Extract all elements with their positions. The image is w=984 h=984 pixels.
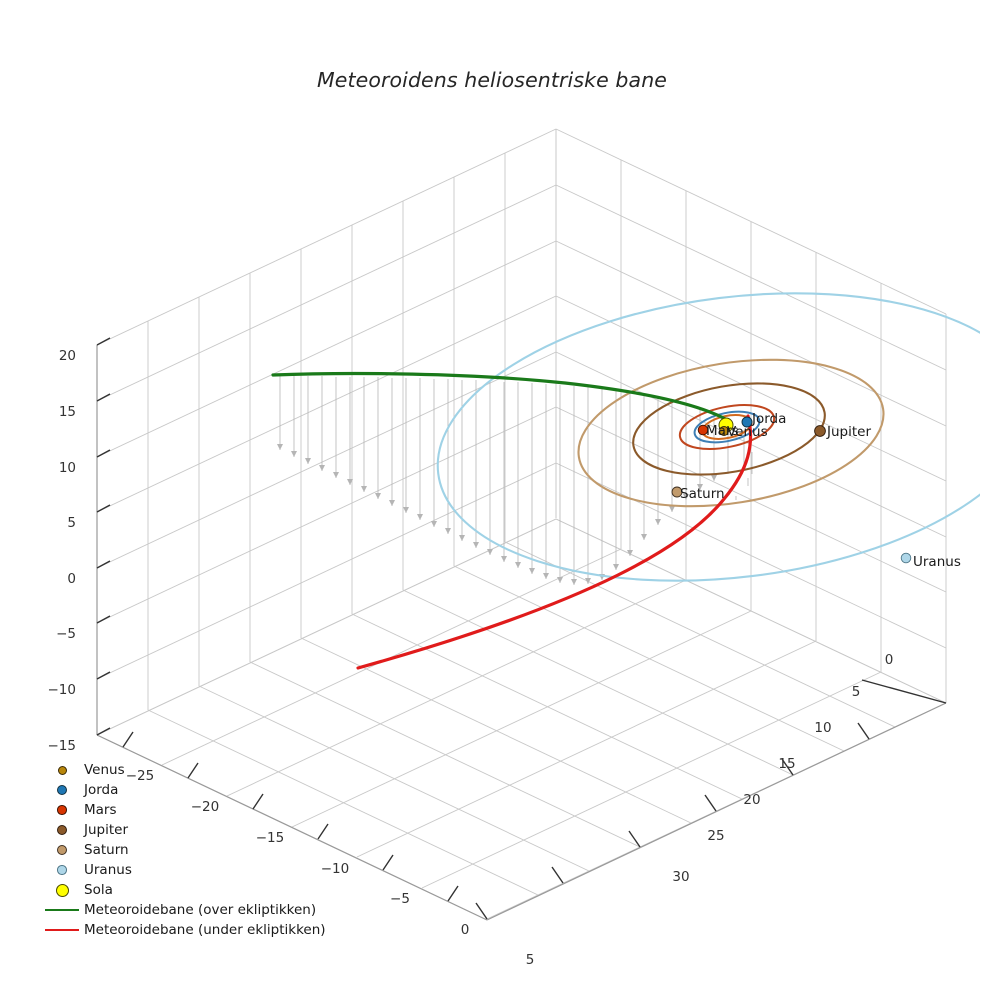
- orbit-jorda: [693, 410, 761, 444]
- page-title: Meteoroidens heliosentriske bane: [316, 68, 668, 92]
- orbit-jupiter: [632, 382, 826, 476]
- x-axis-ticks: −25 −20 −15 −10 −5 0 5: [122, 731, 535, 968]
- legend-item-sola[interactable]: Sola: [40, 880, 370, 900]
- y-axis-ticks: 0 5 10 15 20 25 30: [475, 652, 947, 920]
- y-tick-label-5: 25: [707, 828, 724, 844]
- wall-grid-right: [555, 128, 947, 704]
- annotation-label-mars: Mars: [706, 423, 739, 439]
- z-tick-label-2: 10: [59, 460, 76, 476]
- legend-line-above-ecliptic: [40, 900, 84, 920]
- legend-label-path-above: Meteoroidebane (over ekliptikken): [84, 902, 317, 918]
- body-venus[interactable]: [719, 426, 729, 436]
- legend-item-jupiter[interactable]: Jupiter: [40, 820, 370, 840]
- legend-item-uranus[interactable]: Uranus: [40, 860, 370, 880]
- legend-label-saturn: Saturn: [84, 842, 129, 858]
- legend-label-jorda: Jorda: [84, 782, 119, 798]
- y-axis-spine: [486, 702, 947, 921]
- meteoroid-path-below-ecliptic: [356, 414, 753, 670]
- body-jorda[interactable]: [741, 416, 753, 428]
- legend-label-path-below: Meteoroidebane (under ekliptikken): [84, 922, 326, 938]
- legend-marker-saturn: [40, 840, 84, 860]
- legend-label-sola: Sola: [84, 882, 113, 898]
- legend-item-path-below[interactable]: Meteoroidebane (under ekliptikken): [40, 920, 370, 940]
- body-uranus[interactable]: [900, 552, 912, 564]
- orbit-saturn: [577, 358, 885, 508]
- legend-marker-uranus: [40, 860, 84, 880]
- y-tick-label-2: 10: [814, 720, 831, 736]
- orbit-uranus: [436, 292, 980, 582]
- legend-item-mars[interactable]: Mars: [40, 800, 370, 820]
- orbit-mars: [678, 404, 776, 450]
- x-tick-label-4: −5: [390, 891, 410, 907]
- x-axis-spine: [96, 734, 488, 921]
- axis-spines: [96, 345, 947, 921]
- annotation-label-jorda: Jorda: [751, 411, 786, 427]
- y-tick-label-6: 30: [672, 869, 689, 885]
- legend-item-venus[interactable]: Venus: [40, 760, 370, 780]
- legend-line-below-ecliptic: [40, 920, 84, 940]
- annotation-label-venus: Venus: [727, 424, 768, 440]
- z-tick-label-0: 20: [59, 348, 76, 364]
- body-saturn[interactable]: [671, 486, 683, 498]
- x-tick-label-2: −15: [256, 830, 285, 846]
- wall-grid-left: [96, 128, 557, 736]
- z-axis-ticks: 20 15 10 5 0 −5 −10 −15: [48, 337, 111, 754]
- legend-label-uranus: Uranus: [84, 862, 132, 878]
- z-tick-label-5: −5: [56, 626, 76, 642]
- legend-item-path-above[interactable]: Meteoroidebane (over ekliptikken): [40, 900, 370, 920]
- y-tick-label-4: 20: [743, 792, 760, 808]
- legend-marker-venus: [40, 760, 84, 780]
- x-tick-label-6: 5: [526, 952, 535, 968]
- legend-marker-jupiter: [40, 820, 84, 840]
- z-tick-label-6: −10: [48, 682, 77, 698]
- y-tick-label-3: 15: [778, 756, 795, 772]
- z-tick-label-1: 15: [59, 404, 76, 420]
- legend-item-saturn[interactable]: Saturn: [40, 840, 370, 860]
- annotation-label-saturn: Saturn: [680, 486, 725, 502]
- annotation-label-uranus: Uranus: [913, 554, 961, 570]
- body-mars[interactable]: [697, 424, 709, 436]
- x-tick-label-0: −25: [126, 768, 155, 784]
- legend-label-venus: Venus: [84, 762, 125, 778]
- y-tick-label-0: 0: [885, 652, 894, 668]
- legend: Venus Jorda Mars Jupiter Saturn: [40, 760, 370, 940]
- x-tick-label-5: 0: [461, 922, 470, 938]
- drop-line-arrowheads: [277, 444, 717, 585]
- z-tick-label-7: −15: [48, 738, 77, 754]
- legend-label-mars: Mars: [84, 802, 117, 818]
- z-tick-label-3: 5: [67, 515, 76, 531]
- legend-marker-mars: [40, 800, 84, 820]
- x-tick-label-3: −10: [321, 861, 350, 877]
- legend-label-jupiter: Jupiter: [84, 822, 129, 838]
- annotation-label-jupiter: Jupiter: [826, 424, 871, 440]
- legend-marker-sola: [40, 880, 84, 900]
- meteoroid-path-above-ecliptic: [271, 371, 731, 423]
- legend-marker-jorda: [40, 780, 84, 800]
- body-jupiter[interactable]: [814, 425, 826, 437]
- legend-item-jorda[interactable]: Jorda: [40, 780, 370, 800]
- z-tick-label-4: 0: [67, 571, 76, 587]
- x-tick-label-1: −20: [191, 799, 220, 815]
- y-tick-label-1: 5: [852, 684, 861, 700]
